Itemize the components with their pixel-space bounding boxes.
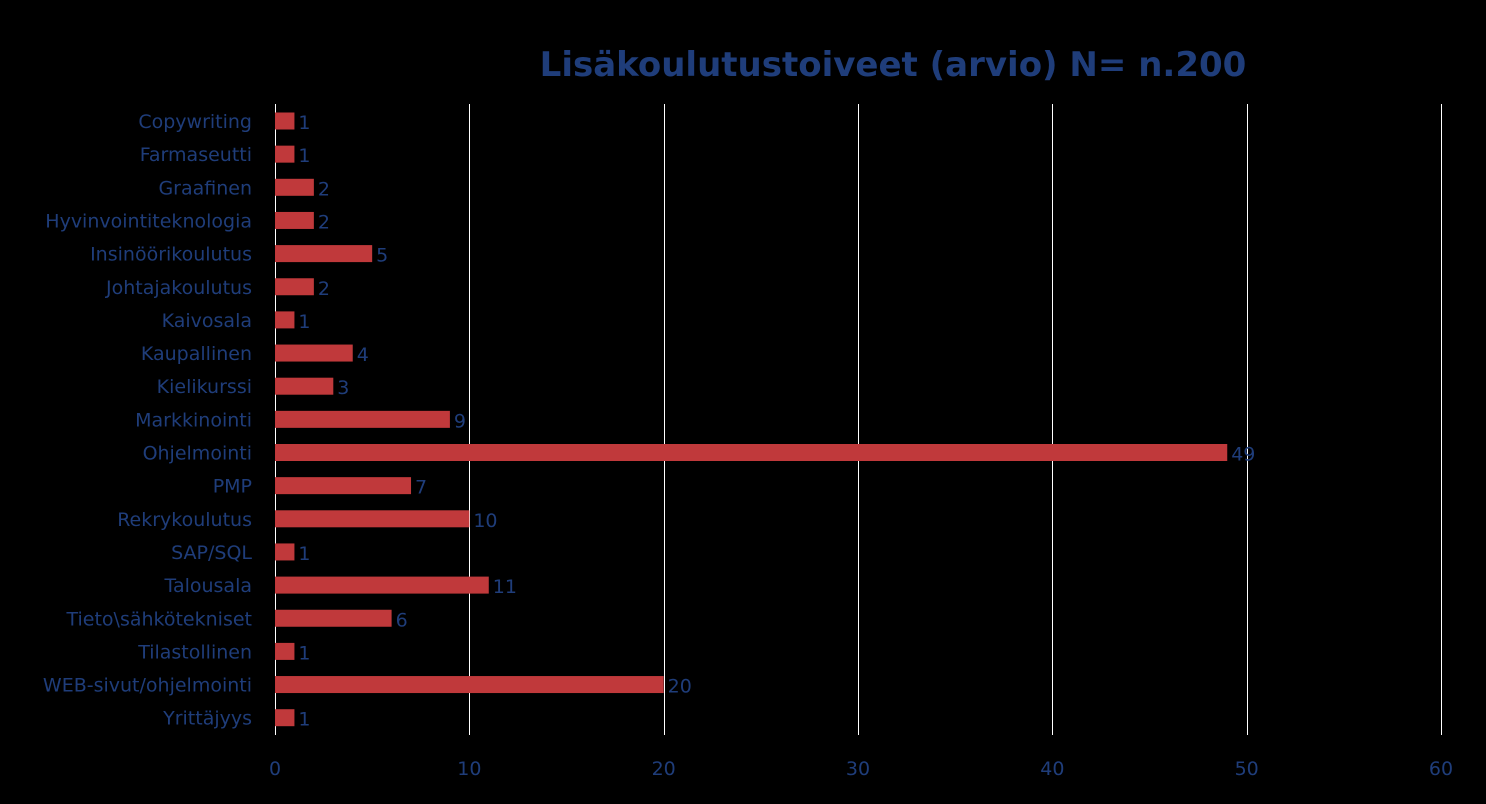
bar [275,410,450,428]
category-label: SAP/SQL [171,542,252,564]
data-label: 7 [415,477,427,499]
data-label: 1 [298,145,310,167]
category-labels: Copywriting Farmaseutti Graafinen Hyvinvoin… [43,111,253,730]
x-tick-label: 40 [1040,758,1064,780]
data-label: 9 [454,410,466,432]
data-label: 1 [298,709,310,731]
category-label: WEB-sivut/ohjelmointi [43,675,252,697]
gridlines [275,104,1442,735]
category-label: Farmaseutti [140,144,252,166]
data-label: 2 [318,178,330,200]
data-label: 1 [298,311,310,333]
category-label: Kaupallinen [141,343,252,365]
data-label: 2 [318,211,330,233]
x-tick-label: 0 [269,758,281,780]
bar [275,178,314,196]
category-label: Kielikurssi [157,376,252,398]
bar [275,112,295,130]
x-tick-label: 30 [846,758,870,780]
data-label: 1 [298,642,310,664]
data-label: 20 [668,676,692,698]
x-tick-label: 20 [652,758,676,780]
x-tick-label: 10 [457,758,481,780]
data-label: 1 [298,543,310,565]
data-label: 2 [318,278,330,300]
data-label: 49 [1231,444,1255,466]
bar [275,245,373,263]
bar [275,676,664,694]
data-label: 1 [298,112,310,134]
data-label: 3 [337,377,349,399]
data-label: 5 [376,245,388,267]
bars [275,112,1228,727]
bar [275,211,314,229]
category-label: Kaivosala [162,310,252,332]
category-label: Ohjelmointi [143,443,252,465]
category-label: Tieto\sähkötekniset [65,608,252,630]
category-label: Graafinen [158,177,252,199]
category-label: Tilastollinen [137,641,252,663]
category-label: Copywriting [138,111,252,133]
bar [275,145,295,163]
category-label: Rekrykoulutus [117,509,252,531]
bar [275,510,470,528]
bar [275,543,295,561]
category-label: Johtajakoulutus [105,277,252,299]
bar [275,709,295,727]
bar [275,377,334,395]
x-axis-tick-labels: 0 10 20 30 40 50 60 [269,758,1453,780]
category-label: Insinöörikoulutus [90,244,252,266]
bar [275,477,412,495]
category-label: Talousala [163,575,252,597]
x-tick-label: 50 [1235,758,1259,780]
x-tick-label: 60 [1429,758,1453,780]
bar [275,344,353,362]
data-label: 10 [473,510,497,532]
bar [275,278,314,296]
category-label: Hyvinvointiteknologia [45,210,252,232]
bar [275,444,1228,461]
bar [275,311,295,329]
category-label: Markkinointi [135,409,252,431]
category-label: PMP [213,476,252,498]
data-label: 11 [493,576,517,598]
data-label: 6 [396,609,408,631]
category-label: Yrittäjyys [162,708,252,730]
chart-title: Lisäkoulutustoiveet (arvio) N= n.200 [540,45,1247,85]
bar [275,609,392,627]
bar [275,642,295,660]
data-label: 4 [357,344,369,366]
bar [275,576,489,594]
